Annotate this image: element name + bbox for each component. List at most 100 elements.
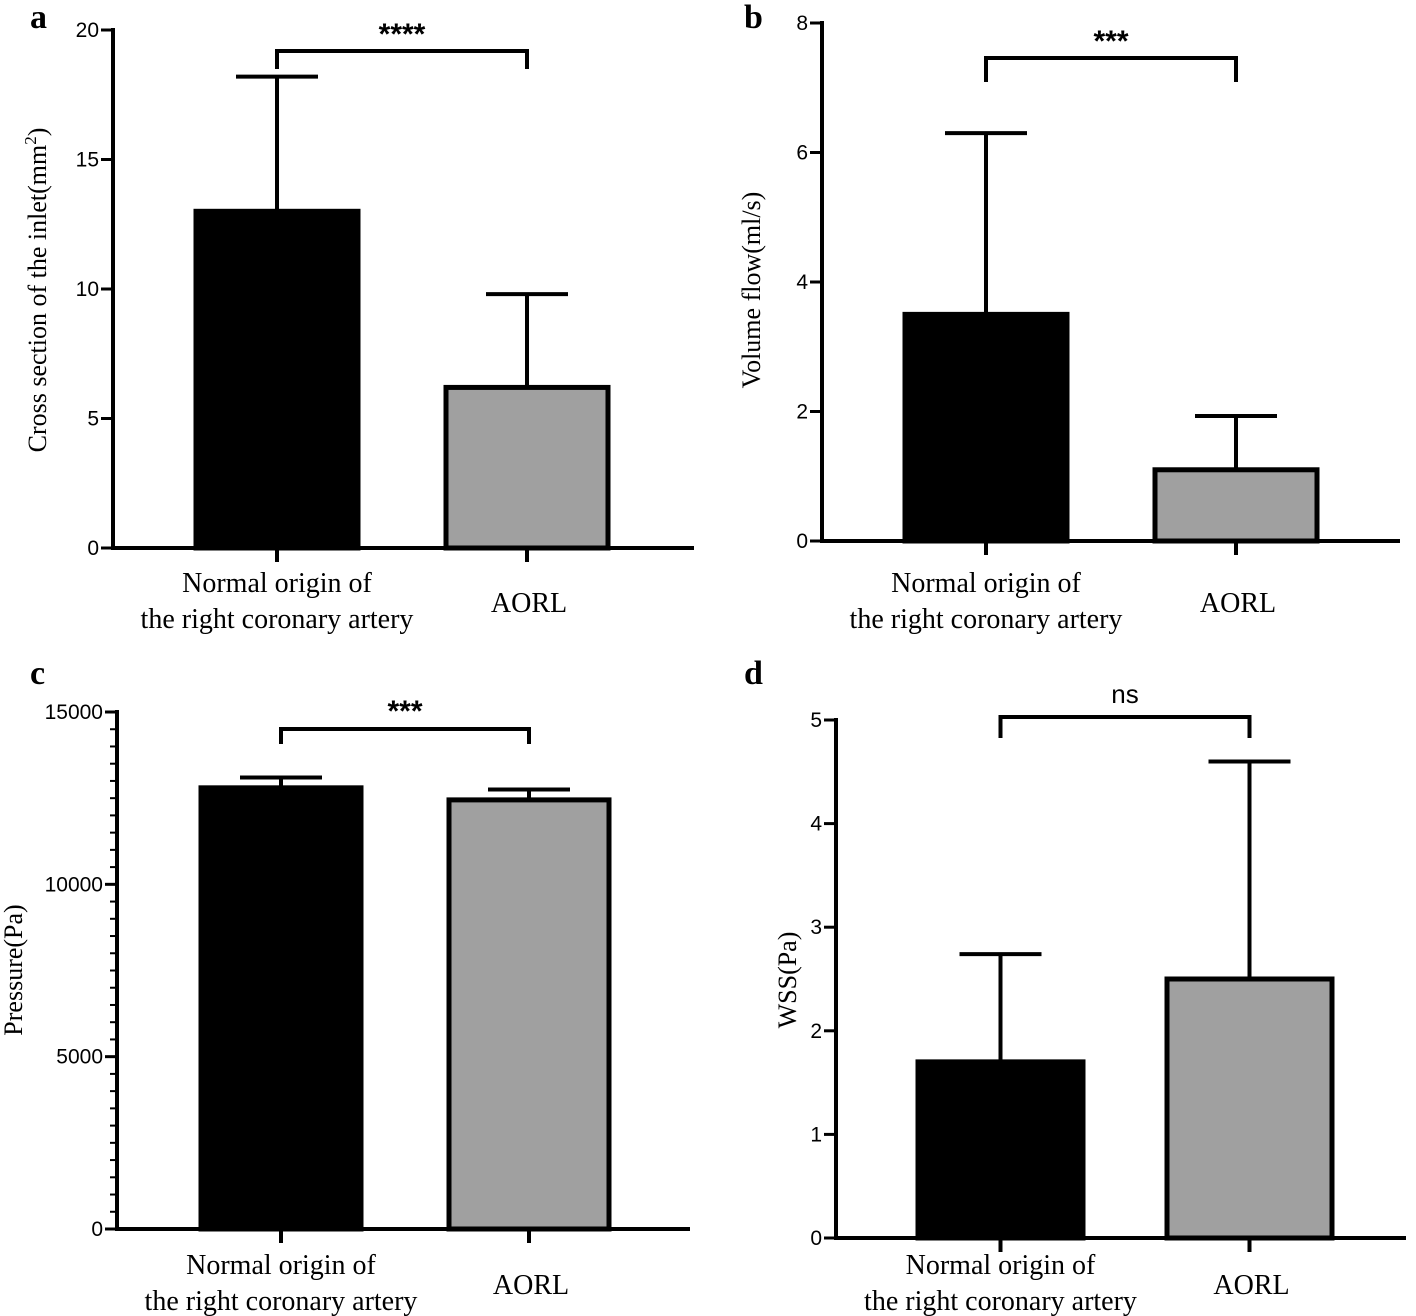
bar-normal-origin [902, 311, 1070, 544]
y-tick-label: 4 [810, 813, 822, 836]
y-tick-label: 6 [796, 142, 808, 165]
x-label-normal-origin: Normal origin of the right coronary arte… [145, 1250, 418, 1316]
panel-label-c: c [30, 655, 45, 692]
bar-aorl [1152, 467, 1320, 544]
y-tick-label: 5000 [56, 1046, 103, 1069]
bar-aorl [446, 797, 612, 1232]
y-axis-label: Pressure(Pa) [0, 904, 28, 1035]
y-axis-label: Volume flow(ml/s) [737, 192, 766, 389]
y-tick-label: 3 [810, 916, 822, 939]
y-tick-label: 1 [810, 1123, 822, 1146]
x-label-line: AORL [493, 1270, 569, 1301]
bars [902, 311, 1320, 544]
y-tick-label: 5 [810, 709, 822, 732]
y-major-ticks [101, 28, 113, 550]
error-bar-aorl [486, 292, 568, 388]
panel-a: a Cross section of the inlet(mm2) 0 5 [21, 0, 694, 635]
error-bars [959, 759, 1291, 1062]
x-label-line: the right coronary artery [145, 1286, 418, 1316]
error-bar-aorl [488, 787, 570, 800]
bar-aorl [443, 384, 611, 551]
x-ticks [998, 1238, 1252, 1252]
x-category-labels: Normal origin of the right coronary arte… [850, 568, 1277, 635]
x-label-line: the right coronary artery [864, 1286, 1137, 1316]
x-category-labels: Normal origin of the right coronary arte… [141, 568, 568, 635]
panel-d: d WSS(Pa) 0 1 2 3 [744, 655, 1406, 1316]
y-minor-ticks [110, 728, 117, 1213]
bar-aorl [1164, 976, 1335, 1241]
significance-label: *** [387, 695, 422, 728]
bars [198, 785, 612, 1232]
error-bar-normal-origin [236, 74, 318, 212]
x-label-normal-origin: Normal origin of the right coronary arte… [141, 568, 414, 635]
y-tick-label: 2 [810, 1020, 822, 1043]
x-label-line: Normal origin of [906, 1250, 1096, 1281]
x-category-labels: Normal origin of the right coronary arte… [864, 1250, 1290, 1316]
y-major-ticks [824, 718, 836, 1240]
x-label-aorl: AORL [493, 1270, 569, 1301]
x-label-line: AORL [491, 588, 567, 619]
y-major-ticks [810, 21, 822, 543]
y-tick-label: 10 [76, 278, 99, 301]
y-tick-label: 0 [810, 1227, 822, 1250]
axes: 0 2 4 6 8 [796, 12, 1400, 555]
y-tick-label: 15000 [45, 701, 103, 724]
axes: 0 5 10 15 20 [76, 19, 694, 562]
y-major-ticks [105, 710, 117, 1231]
axes: 0 5000 10000 15000 [45, 701, 690, 1243]
y-tick-label: 2 [796, 401, 808, 424]
error-bar-aorl [1208, 759, 1291, 979]
axes: 0 1 2 3 4 5 [810, 709, 1406, 1252]
significance-label: *** [1093, 25, 1128, 58]
x-label-aorl: AORL [1200, 588, 1276, 619]
y-tick-label: 0 [796, 530, 808, 553]
y-tick-labels: 0 1 2 3 4 5 [810, 709, 822, 1250]
y-tick-labels: 0 5 10 15 20 [76, 19, 99, 560]
x-ticks [275, 548, 529, 562]
bar-normal-origin [198, 785, 364, 1232]
y-tick-label: 15 [76, 149, 99, 172]
significance-bracket [998, 715, 1252, 738]
significance: *** [984, 25, 1238, 82]
x-label-aorl: AORL [1213, 1270, 1289, 1301]
error-bars [240, 775, 570, 800]
bars [193, 208, 611, 551]
y-tick-labels: 0 2 4 6 8 [796, 12, 808, 553]
panel-label-d: d [744, 655, 763, 692]
x-label-line: AORL [1200, 588, 1276, 619]
significance-bracket [984, 56, 1238, 82]
y-tick-labels: 0 5000 10000 15000 [45, 701, 103, 1241]
y-tick-label: 10000 [45, 873, 103, 896]
panel-c: c Pressure(Pa) 0 5000 10000 [0, 655, 690, 1316]
x-label-normal-origin: Normal origin of the right coronary arte… [850, 568, 1123, 635]
y-tick-label: 0 [87, 537, 99, 560]
error-bar-aorl [1195, 414, 1277, 470]
x-ticks [984, 541, 1238, 555]
error-bars [236, 74, 568, 388]
x-category-labels: Normal origin of the right coronary arte… [145, 1250, 570, 1316]
x-label-line: AORL [1213, 1270, 1289, 1301]
y-tick-label: 8 [796, 12, 808, 35]
significance-label: **** [379, 18, 426, 51]
y-axis-label: Cross section of the inlet(mm2) [21, 128, 52, 453]
error-bar-normal-origin [945, 131, 1027, 315]
significance: ns [998, 679, 1252, 738]
significance: **** [275, 18, 529, 69]
bar-normal-origin [193, 208, 361, 551]
y-tick-label: 4 [796, 271, 808, 294]
significance: *** [279, 695, 531, 744]
x-label-aorl: AORL [491, 588, 567, 619]
significance-bracket [279, 727, 531, 744]
error-bar-normal-origin [240, 775, 322, 788]
x-label-normal-origin: Normal origin of the right coronary arte… [864, 1250, 1137, 1316]
panel-label-b: b [744, 0, 763, 36]
x-label-line: the right coronary artery [850, 604, 1123, 635]
x-label-line: Normal origin of [186, 1250, 376, 1281]
bars [915, 976, 1335, 1241]
panel-b: b Volume flow(ml/s) 0 2 4 [737, 0, 1400, 635]
x-label-line: the right coronary artery [141, 604, 414, 635]
significance-label: ns [1111, 679, 1138, 709]
x-label-line: Normal origin of [891, 568, 1081, 599]
error-bars [945, 131, 1277, 470]
